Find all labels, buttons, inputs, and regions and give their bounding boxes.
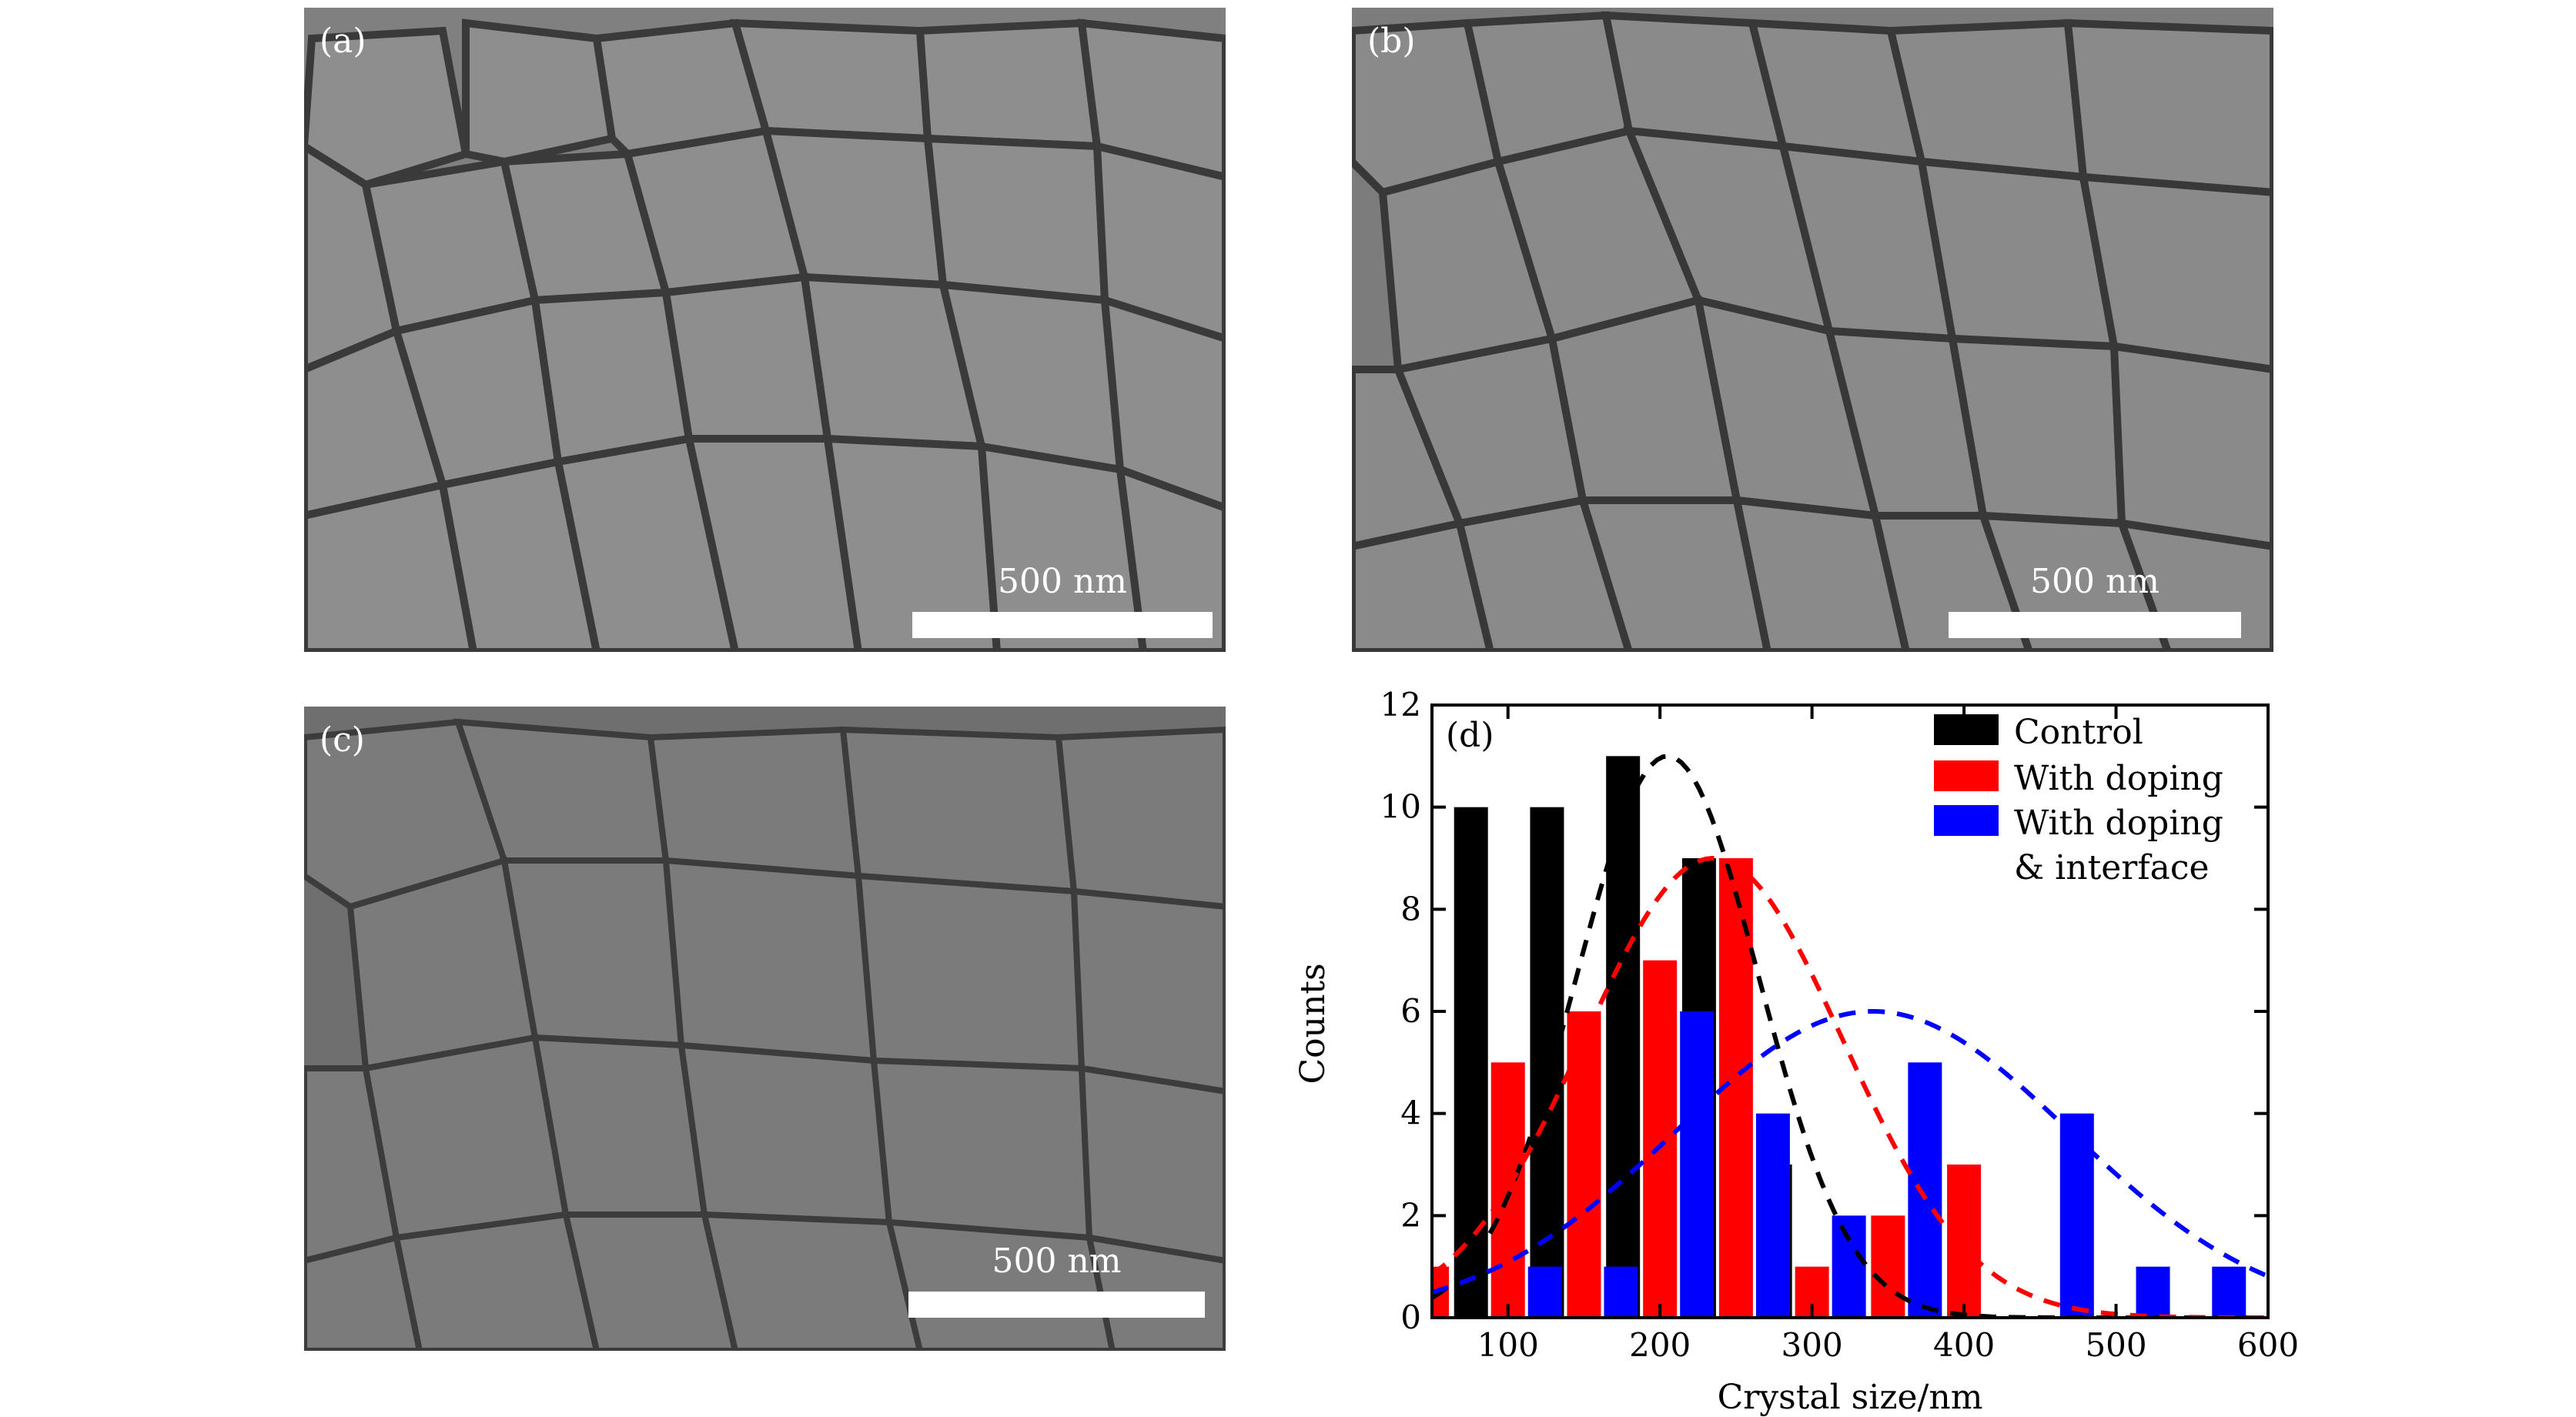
bar-with-doping-500 bbox=[2136, 1266, 2170, 1318]
legend: Control With doping With doping & interface bbox=[1934, 713, 2223, 887]
x-axis-label: Crystal size/nm bbox=[1718, 1378, 1983, 1417]
bars bbox=[1432, 756, 2246, 1318]
y-tick-label: 10 bbox=[1380, 788, 1421, 826]
bar-with-doping-150 bbox=[1567, 1011, 1601, 1318]
crystal-size-histogram: 100 200 300 400 500 600 0 2 4 6 8 10 12 Control With … bbox=[1293, 686, 2300, 1417]
scale-text-b: 500 nm bbox=[2029, 562, 2160, 601]
bar-with-doping-250 bbox=[1755, 1113, 1790, 1318]
plot-area bbox=[1432, 756, 2246, 1318]
legend-entry-1: With doping bbox=[2014, 759, 2223, 798]
bar-with-doping-550 bbox=[2212, 1266, 2246, 1318]
y-tick-label: 8 bbox=[1400, 890, 1421, 927]
sem-image-b: (b) 500 nm bbox=[1352, 8, 2273, 652]
bar-with-doping-150 bbox=[1604, 1266, 1638, 1318]
x-tick-label: 600 bbox=[2237, 1326, 2299, 1364]
bar-with-doping-450 bbox=[2059, 1113, 2094, 1318]
panel-label-a: (a) bbox=[319, 22, 366, 61]
x-tick-label: 100 bbox=[1477, 1326, 1539, 1364]
gaussian-fits bbox=[1432, 754, 2267, 1318]
x-tick-label: 400 bbox=[1933, 1326, 1995, 1364]
bar-with-doping-350 bbox=[1908, 1062, 1942, 1318]
bar-with-doping-100 bbox=[1490, 1062, 1525, 1318]
legend-entry-2: With doping bbox=[2014, 804, 2223, 843]
grain-pattern-b bbox=[1352, 8, 2273, 652]
bar-with-doping-200 bbox=[1643, 960, 1678, 1318]
chart-panel-label: (d) bbox=[1446, 716, 1494, 755]
bar-with-doping-300 bbox=[1832, 1215, 1866, 1318]
sem-image-c: (c) 500 nm bbox=[304, 707, 1226, 1351]
scale-text-a: 500 nm bbox=[997, 562, 1128, 601]
bar-with-doping-200 bbox=[1680, 1011, 1715, 1318]
legend-swatch-0 bbox=[1934, 714, 1999, 745]
bar-control-200 bbox=[1606, 756, 1641, 1318]
grain-pattern-a bbox=[304, 8, 1226, 652]
bar-with-doping-100 bbox=[1527, 1266, 1562, 1318]
bar-with-doping-400 bbox=[1947, 1165, 1982, 1318]
scale-bar-a bbox=[912, 612, 1213, 638]
y-tick-label: 4 bbox=[1400, 1094, 1421, 1132]
axes: 100 200 300 400 500 600 0 2 4 6 8 10 12 bbox=[1380, 686, 2300, 1364]
grain-pattern-c bbox=[304, 707, 1226, 1351]
x-tick-label: 300 bbox=[1781, 1326, 1843, 1364]
x-tick-label: 200 bbox=[1629, 1326, 1691, 1364]
legend-entry-0: Control bbox=[2014, 713, 2143, 752]
fit-curve-0 bbox=[1432, 754, 2266, 1318]
fit-curve-2 bbox=[1432, 1009, 2267, 1295]
bar-control-150 bbox=[1530, 807, 1564, 1318]
y-tick-label: 12 bbox=[1380, 686, 1421, 724]
sem-image-a: (a) 500 nm bbox=[304, 8, 1226, 652]
y-axis-label: Counts bbox=[1293, 963, 1333, 1084]
y-tick-label: 2 bbox=[1400, 1196, 1421, 1234]
scale-text-c: 500 nm bbox=[992, 1242, 1122, 1281]
legend-swatch-2 bbox=[1934, 805, 1999, 836]
bar-control-100 bbox=[1454, 807, 1488, 1318]
scale-bar-b bbox=[1949, 612, 2241, 638]
bar-with-doping-350 bbox=[1871, 1215, 1905, 1318]
panel-label-b: (b) bbox=[1367, 22, 1416, 61]
panel-label-c: (c) bbox=[319, 720, 365, 760]
y-tick-label: 0 bbox=[1400, 1298, 1421, 1336]
x-tick-label: 500 bbox=[2085, 1326, 2146, 1364]
scale-bar-c bbox=[908, 1292, 1205, 1318]
y-tick-label: 6 bbox=[1400, 992, 1421, 1030]
legend-entry-3: & interface bbox=[2014, 848, 2210, 887]
legend-swatch-1 bbox=[1934, 760, 1999, 791]
